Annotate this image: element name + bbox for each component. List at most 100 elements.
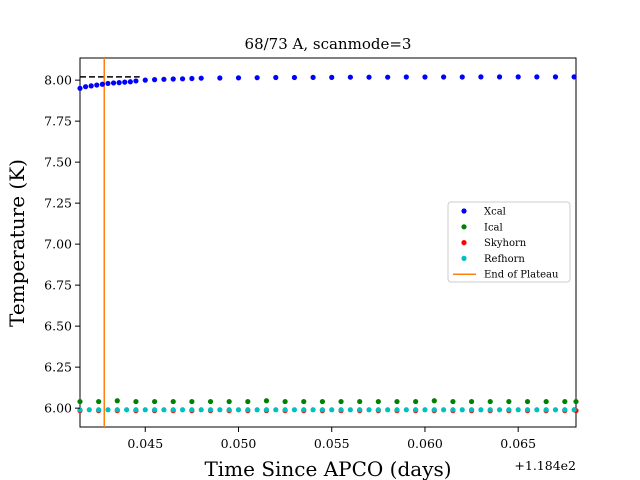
y-tick-label: 8.00 bbox=[44, 73, 72, 88]
data-point bbox=[496, 407, 503, 413]
data-point bbox=[99, 81, 105, 87]
data-point bbox=[133, 407, 139, 413]
data-point bbox=[450, 407, 456, 413]
data-point bbox=[161, 407, 167, 413]
data-point bbox=[441, 407, 447, 413]
series-xcal bbox=[77, 74, 577, 91]
data-point bbox=[254, 407, 260, 413]
series-refhorn bbox=[77, 407, 577, 413]
data-point bbox=[478, 74, 484, 80]
data-point bbox=[375, 407, 381, 413]
data-point bbox=[170, 398, 176, 405]
data-point bbox=[385, 74, 391, 80]
data-point bbox=[301, 407, 307, 413]
data-point bbox=[105, 80, 111, 87]
data-point bbox=[207, 398, 214, 405]
y-tick-label: 6.25 bbox=[44, 360, 72, 375]
data-point bbox=[170, 76, 176, 82]
data-point bbox=[403, 407, 409, 413]
x-tick-label: 0.055 bbox=[314, 436, 350, 451]
data-point bbox=[487, 407, 493, 413]
y-tick-label: 7.00 bbox=[44, 237, 72, 252]
data-point bbox=[114, 398, 120, 404]
data-point bbox=[496, 74, 503, 80]
data-point bbox=[534, 407, 540, 413]
chart-title: 68/73 A, scanmode=3 bbox=[245, 35, 412, 53]
y-tick-label: 7.50 bbox=[44, 155, 72, 170]
data-point bbox=[571, 407, 577, 413]
plot-area bbox=[79, 57, 577, 428]
data-point bbox=[114, 407, 120, 413]
data-point bbox=[506, 407, 512, 413]
series-ical bbox=[77, 398, 579, 405]
data-point bbox=[543, 398, 549, 405]
x-axis-offset-label: +1.184e2 bbox=[514, 458, 576, 473]
data-point bbox=[179, 407, 186, 413]
data-point bbox=[431, 398, 437, 404]
data-point bbox=[82, 84, 89, 90]
data-point bbox=[151, 77, 158, 83]
data-point bbox=[487, 398, 493, 405]
data-point bbox=[431, 407, 437, 413]
data-point bbox=[338, 398, 344, 405]
legend-marker bbox=[461, 240, 467, 246]
data-point bbox=[133, 398, 139, 405]
data-point bbox=[413, 407, 419, 413]
data-point bbox=[254, 75, 260, 81]
data-point bbox=[459, 74, 465, 80]
legend-label: End of Plateau bbox=[484, 270, 559, 281]
data-point bbox=[88, 83, 94, 89]
legend-box bbox=[447, 201, 571, 283]
data-point bbox=[116, 80, 122, 86]
data-point bbox=[319, 407, 326, 413]
legend-marker bbox=[461, 208, 467, 214]
data-point bbox=[105, 407, 111, 413]
data-point bbox=[207, 407, 214, 413]
data-point bbox=[77, 398, 83, 405]
y-tick-label: 7.75 bbox=[44, 114, 72, 129]
data-point bbox=[170, 407, 176, 413]
data-point bbox=[161, 76, 167, 82]
data-point bbox=[96, 407, 102, 413]
data-point bbox=[366, 74, 372, 80]
data-point bbox=[571, 74, 577, 80]
data-point bbox=[329, 407, 335, 413]
data-point bbox=[329, 74, 335, 80]
data-point bbox=[562, 398, 568, 405]
legend-label: Refhorn bbox=[484, 254, 525, 265]
data-point bbox=[338, 407, 344, 413]
data-point bbox=[347, 74, 353, 80]
data-point bbox=[515, 74, 521, 80]
legend-marker bbox=[461, 224, 467, 230]
x-tick-label: 0.060 bbox=[407, 436, 443, 451]
data-point bbox=[151, 398, 158, 405]
chart-marks bbox=[77, 58, 579, 427]
data-point bbox=[291, 74, 298, 81]
data-point bbox=[245, 398, 251, 405]
data-point bbox=[217, 407, 223, 413]
data-point bbox=[357, 398, 363, 405]
data-point bbox=[573, 398, 579, 405]
data-point bbox=[142, 77, 148, 83]
data-point bbox=[385, 407, 391, 413]
data-point bbox=[189, 75, 195, 82]
data-point bbox=[127, 79, 133, 85]
y-tick-label: 7.25 bbox=[44, 196, 72, 211]
data-point bbox=[319, 398, 326, 405]
data-point bbox=[273, 74, 279, 81]
data-point bbox=[422, 407, 428, 413]
data-point bbox=[235, 75, 242, 81]
data-point bbox=[506, 398, 512, 405]
data-point bbox=[122, 79, 128, 85]
data-point bbox=[124, 407, 130, 413]
data-point bbox=[282, 398, 288, 405]
data-point bbox=[189, 398, 195, 405]
data-point bbox=[515, 407, 521, 413]
data-point bbox=[468, 398, 475, 405]
data-point bbox=[394, 407, 400, 413]
data-point bbox=[394, 398, 400, 405]
legend-label: Ical bbox=[484, 222, 503, 233]
data-point bbox=[198, 75, 204, 81]
data-point bbox=[96, 398, 102, 405]
y-tick-label: 6.75 bbox=[44, 278, 72, 293]
